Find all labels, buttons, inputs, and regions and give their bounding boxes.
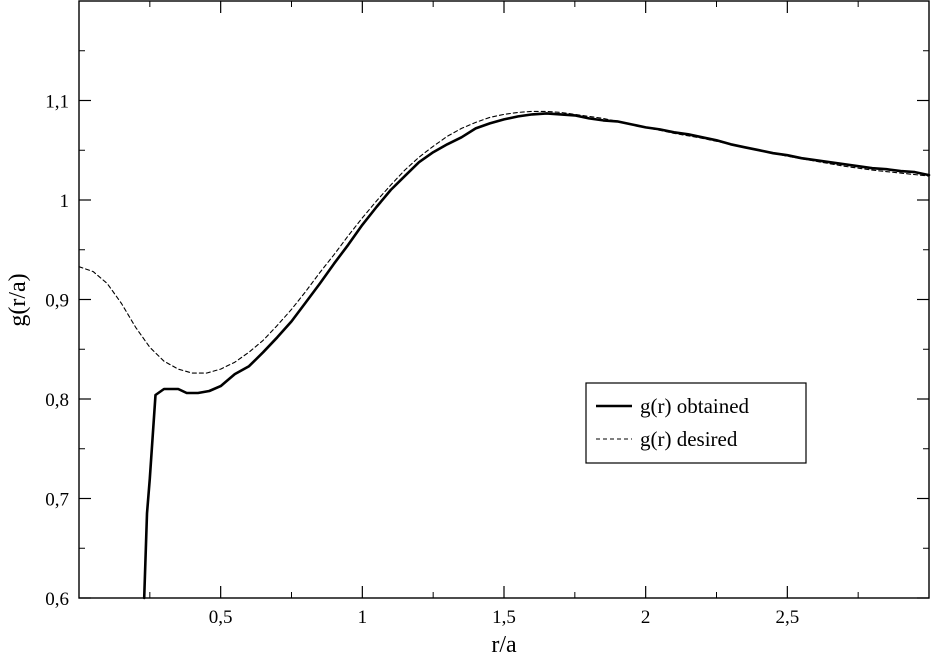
y-tick-label: 1: [60, 191, 70, 212]
series-layer: [78, 110, 931, 600]
y-tick-label: 0,7: [45, 490, 69, 511]
series-line-obtained: [142, 112, 931, 600]
x-tick-label: 2: [641, 607, 651, 628]
x-tick-label: 1,5: [492, 607, 516, 628]
x-axis-ticks: 0,5 1 1,5 2 2,5: [149, 1, 859, 628]
y-tick-label: 0,6: [45, 589, 69, 610]
x-tick-label: 0,5: [209, 607, 233, 628]
legend-label-obtained: g(r) obtained: [640, 394, 750, 418]
legend-box: [585, 382, 807, 464]
y-tick-label: 0,8: [45, 390, 69, 411]
y-tick-label: 0,9: [45, 291, 69, 312]
x-axis-title: r/a: [491, 632, 517, 658]
legend-label-desired: g(r) desired: [640, 427, 738, 451]
series-line-desired: [78, 110, 930, 374]
y-tick-label: 1,1: [45, 92, 69, 113]
x-tick-label: 1: [358, 607, 368, 628]
plot-frame: [78, 0, 930, 599]
x-tick-label: 2,5: [775, 607, 799, 628]
legend: g(r) obtained g(r) desired: [585, 382, 807, 464]
y-axis-title: g(r/a): [5, 273, 31, 326]
y-axis-ticks: 0,6 0,7 0,8 0,9 1 1,1: [45, 50, 929, 610]
